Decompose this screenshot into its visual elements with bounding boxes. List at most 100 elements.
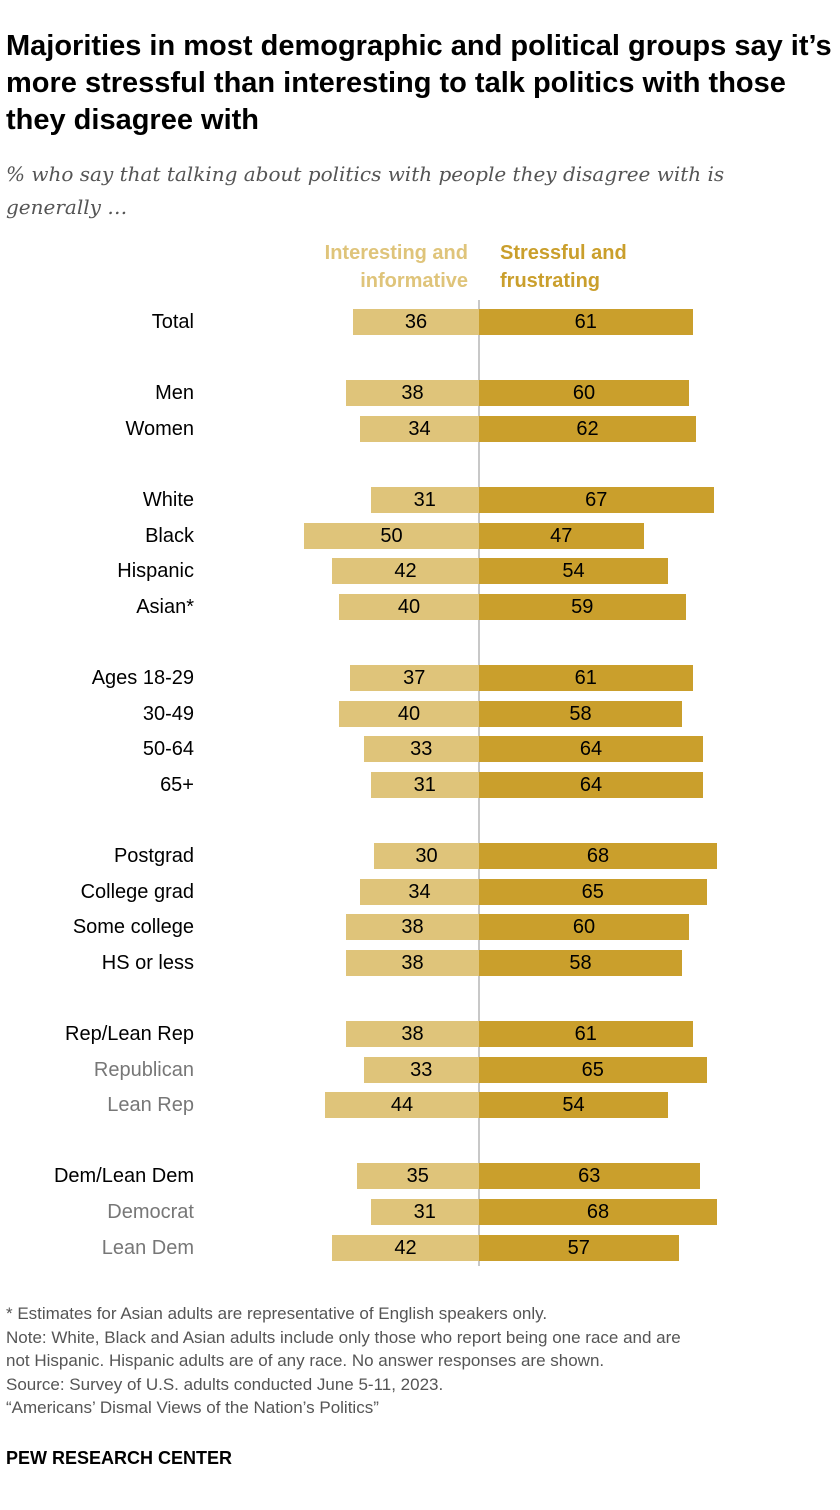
category-label: White — [142, 489, 194, 511]
category-label: Women — [125, 418, 194, 440]
data-label: 40 — [397, 595, 421, 618]
bar-interesting: 31 — [370, 772, 479, 798]
data-label: 64 — [579, 773, 603, 796]
category-label: Lean Dem — [101, 1237, 194, 1259]
bar-stressful: 58 — [479, 701, 682, 727]
data-label: 58 — [569, 702, 592, 725]
note-asterisk: * Estimates for Asian adults are represe… — [6, 1304, 548, 1323]
data-label: 36 — [404, 310, 428, 333]
data-label: 67 — [585, 488, 608, 511]
bar-interesting: 38 — [346, 1021, 479, 1047]
category-label: Hispanic — [117, 560, 194, 582]
data-label: 38 — [401, 1022, 424, 1045]
brand-logo: PEW RESEARCH CENTER — [6, 1448, 233, 1468]
bar-stressful: 60 — [479, 914, 689, 940]
bar-stressful: 61 — [479, 665, 693, 691]
data-label: 33 — [410, 737, 433, 760]
data-label: 63 — [578, 1164, 601, 1187]
bar-interesting: 42 — [332, 558, 479, 584]
bar-interesting: 33 — [363, 736, 479, 762]
data-label: 38 — [401, 915, 424, 938]
category-label: Ages 18-29 — [91, 667, 194, 689]
data-label: 50 — [380, 524, 403, 547]
data-label: 68 — [586, 844, 610, 867]
category-label: 30-49 — [142, 703, 194, 725]
data-label: 61 — [574, 1022, 597, 1045]
bar-stressful: 58 — [479, 950, 682, 976]
data-label: 34 — [408, 417, 431, 440]
data-label: 37 — [403, 666, 426, 689]
bar-stressful: 61 — [479, 309, 693, 335]
data-label: 64 — [579, 737, 603, 760]
bar-stressful: 64 — [479, 736, 703, 762]
bar-stressful: 54 — [479, 1092, 668, 1118]
data-label: 62 — [576, 417, 599, 440]
data-label: 58 — [569, 951, 592, 974]
data-label: 44 — [390, 1093, 414, 1116]
bar-stressful: 54 — [479, 558, 668, 584]
data-label: 34 — [408, 880, 431, 903]
legend-interesting-line1: Interesting and — [324, 242, 468, 264]
category-label: Lean Rep — [107, 1094, 194, 1116]
category-label: Rep/Lean Rep — [65, 1023, 194, 1045]
category-label: Postgrad — [113, 845, 194, 867]
bar-stressful: 63 — [479, 1163, 700, 1189]
notes: * Estimates for Asian adults are represe… — [6, 1302, 826, 1420]
bar-stressful: 68 — [479, 843, 717, 869]
data-label: 31 — [413, 773, 436, 796]
bar-interesting: 37 — [349, 665, 479, 691]
bar-interesting: 38 — [346, 380, 479, 406]
bar-stressful: 62 — [479, 416, 696, 442]
bar-stressful: 65 — [479, 1057, 707, 1083]
bar-interesting: 31 — [370, 1199, 479, 1225]
bar-interesting: 33 — [363, 1057, 479, 1083]
legend-stressful-line1: Stressful and — [500, 242, 627, 264]
category-label: Men — [155, 382, 194, 404]
bar-stressful: 64 — [479, 772, 703, 798]
data-label: 61 — [574, 666, 597, 689]
data-label: 60 — [572, 915, 596, 938]
bar-interesting: 31 — [370, 487, 479, 513]
bar-interesting: 36 — [353, 309, 479, 335]
category-label: Dem/Lean Dem — [53, 1165, 194, 1187]
bar-interesting: 30 — [374, 843, 479, 869]
data-label: 38 — [401, 951, 424, 974]
legend-interesting: Interesting and informative — [325, 239, 468, 295]
category-label: Asian* — [136, 596, 194, 618]
category-label: HS or less — [101, 952, 194, 974]
bar-stressful: 67 — [479, 487, 714, 513]
legend-stressful: Stressful and frustrating — [500, 239, 627, 295]
data-label: 38 — [401, 381, 424, 404]
bar-interesting: 40 — [339, 594, 479, 620]
bar-interesting: 50 — [304, 523, 479, 549]
note-line2: not Hispanic. Hispanic adults are of any… — [6, 1351, 605, 1370]
bar-interesting: 42 — [332, 1235, 479, 1261]
data-label: 68 — [586, 1200, 610, 1223]
bar-interesting: 38 — [346, 914, 479, 940]
data-label: 31 — [413, 488, 436, 511]
bar-stressful: 68 — [479, 1199, 717, 1225]
data-label: 65 — [581, 880, 604, 903]
data-label: 65 — [581, 1058, 604, 1081]
data-label: 42 — [394, 559, 417, 582]
data-label: 54 — [562, 559, 585, 582]
data-label: 35 — [406, 1164, 429, 1187]
data-label: 54 — [562, 1093, 585, 1116]
note-line1: Note: White, Black and Asian adults incl… — [6, 1327, 681, 1347]
category-label: Republican — [93, 1059, 194, 1081]
bar-interesting: 35 — [356, 1163, 479, 1189]
bar-stressful: 60 — [479, 380, 689, 406]
data-label: 40 — [397, 702, 421, 725]
bar-interesting: 34 — [360, 879, 479, 905]
category-label: 65+ — [160, 774, 194, 796]
category-label: College grad — [80, 881, 194, 903]
bar-stressful: 57 — [479, 1235, 679, 1261]
bar-stressful: 59 — [479, 594, 686, 620]
data-label: 57 — [567, 1236, 590, 1259]
data-label: 42 — [394, 1236, 417, 1259]
category-label: Democrat — [107, 1201, 194, 1223]
report-title: “Americans’ Dismal Views of the Nation’s… — [6, 1398, 379, 1417]
data-label: 31 — [413, 1200, 436, 1223]
category-label: Black — [145, 525, 194, 547]
